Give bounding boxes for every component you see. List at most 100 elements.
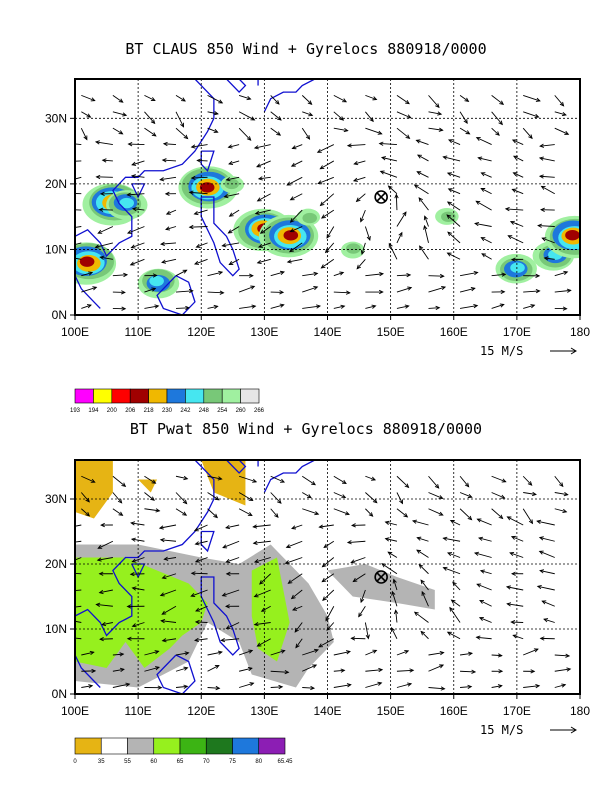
wind-arrowhead xyxy=(394,193,399,199)
wind-arrowhead xyxy=(89,650,95,656)
wind-arrowhead xyxy=(98,571,104,576)
wind-arrowhead xyxy=(247,511,253,516)
wind-arrowhead xyxy=(530,669,536,674)
wind-arrowhead xyxy=(196,158,202,163)
y-tick-label: 30N xyxy=(45,492,67,506)
wind-arrowhead xyxy=(64,541,68,544)
wind-vector xyxy=(254,557,271,563)
wind-vector xyxy=(513,155,524,162)
wind-arrowhead xyxy=(121,306,127,311)
wind-vector xyxy=(347,540,366,543)
colorbar-label: 55 xyxy=(124,759,131,765)
wind-vector xyxy=(207,305,218,309)
wind-arrowhead xyxy=(286,259,292,264)
wind-arrowhead xyxy=(405,99,410,105)
wind-arrowhead xyxy=(418,197,423,202)
wind-vector xyxy=(522,475,533,486)
bottom-chart-title: BT Pwat 850 Wind + Gyrelocs 880918/0000 xyxy=(129,420,483,438)
wind-vector xyxy=(387,551,398,558)
wind-arrowhead xyxy=(326,626,331,631)
wind-vector xyxy=(381,157,398,162)
wind-arrowhead xyxy=(467,684,473,689)
colorbar-swatch-5 xyxy=(205,737,233,755)
wind-vector xyxy=(239,305,256,309)
wind-arrowhead xyxy=(161,158,167,163)
wind-arrowhead xyxy=(248,649,254,654)
wind-vector xyxy=(257,258,271,264)
wind-arrowhead xyxy=(252,524,258,529)
wind-arrowhead xyxy=(447,188,453,193)
x-tick-label: 170E xyxy=(503,704,531,718)
wind-arrowhead xyxy=(539,636,545,641)
wind-vector xyxy=(523,111,539,118)
y-tick-label: 10N xyxy=(45,242,67,256)
x-tick-label: 160E xyxy=(440,704,468,718)
wind-vector xyxy=(396,287,412,293)
wind-vector xyxy=(333,475,347,484)
wind-arrowhead xyxy=(86,113,92,118)
wind-vector xyxy=(418,564,429,575)
wind-arrowhead xyxy=(150,97,156,101)
wind-arrowhead xyxy=(352,577,358,583)
wind-arrowhead xyxy=(185,305,191,311)
wind-vector xyxy=(228,160,240,165)
wind-vector xyxy=(257,638,271,647)
coastline-8 xyxy=(226,79,247,94)
wind-vector xyxy=(161,258,177,263)
wind-arrowhead xyxy=(323,543,329,549)
wind-arrowhead xyxy=(94,244,100,249)
wind-arrowhead xyxy=(121,482,127,488)
wind-vector xyxy=(481,172,492,178)
wind-vector xyxy=(491,273,506,277)
wind-arrowhead xyxy=(316,304,322,309)
wind-vector xyxy=(254,144,271,149)
wind-vector xyxy=(448,188,461,195)
wind-arrowhead xyxy=(534,113,540,118)
x-tick-label: 150E xyxy=(377,325,405,339)
wind-vector xyxy=(353,573,366,582)
wind-vector xyxy=(95,242,113,248)
wind-arrowhead xyxy=(388,242,393,248)
wind-arrowhead xyxy=(97,229,103,234)
wind-vector xyxy=(80,127,88,140)
colorbar-swatch-4 xyxy=(148,388,168,404)
wind-vector xyxy=(291,160,303,167)
wind-arrowhead xyxy=(280,478,286,483)
wind-arrowhead xyxy=(246,136,252,141)
wind-arrowhead xyxy=(463,119,468,124)
wind-vector xyxy=(81,94,95,102)
wind-vector xyxy=(365,475,376,481)
wind-vector xyxy=(112,683,130,688)
wind-arrowhead xyxy=(64,208,68,211)
wind-arrowhead xyxy=(307,100,313,105)
wind-vector xyxy=(421,591,429,607)
wind-arrowhead xyxy=(213,513,218,519)
wind-arrowhead xyxy=(310,685,316,691)
wind-arrowhead xyxy=(318,643,323,648)
wind-vector xyxy=(144,305,159,309)
y-tick-label: 0N xyxy=(52,308,67,322)
wind-vector xyxy=(414,611,429,623)
wind-arrowhead xyxy=(154,304,160,309)
wind-arrowhead xyxy=(473,270,479,276)
wind-arrowhead xyxy=(193,210,199,216)
wind-arrowhead xyxy=(289,196,295,201)
wind-arrowhead xyxy=(467,515,473,521)
wind-vector xyxy=(447,201,461,211)
wind-vector xyxy=(112,111,127,116)
wind-arrowhead xyxy=(512,172,518,177)
wind-arrowhead xyxy=(64,191,68,194)
wind-vector xyxy=(476,583,492,591)
wind-arrowhead xyxy=(131,558,137,563)
wind-arrowhead xyxy=(501,478,507,483)
wind-arrowhead xyxy=(159,537,165,543)
wind-vector xyxy=(222,589,240,597)
wind-arrowhead xyxy=(404,649,410,655)
wind-arrowhead xyxy=(253,145,259,150)
wind-vector xyxy=(481,253,492,260)
colorbar-swatch-6 xyxy=(232,737,260,755)
wind-arrowhead xyxy=(256,197,262,202)
wind-arrowhead xyxy=(471,669,477,674)
wind-arrowhead xyxy=(505,585,511,590)
wind-vector xyxy=(476,200,492,211)
